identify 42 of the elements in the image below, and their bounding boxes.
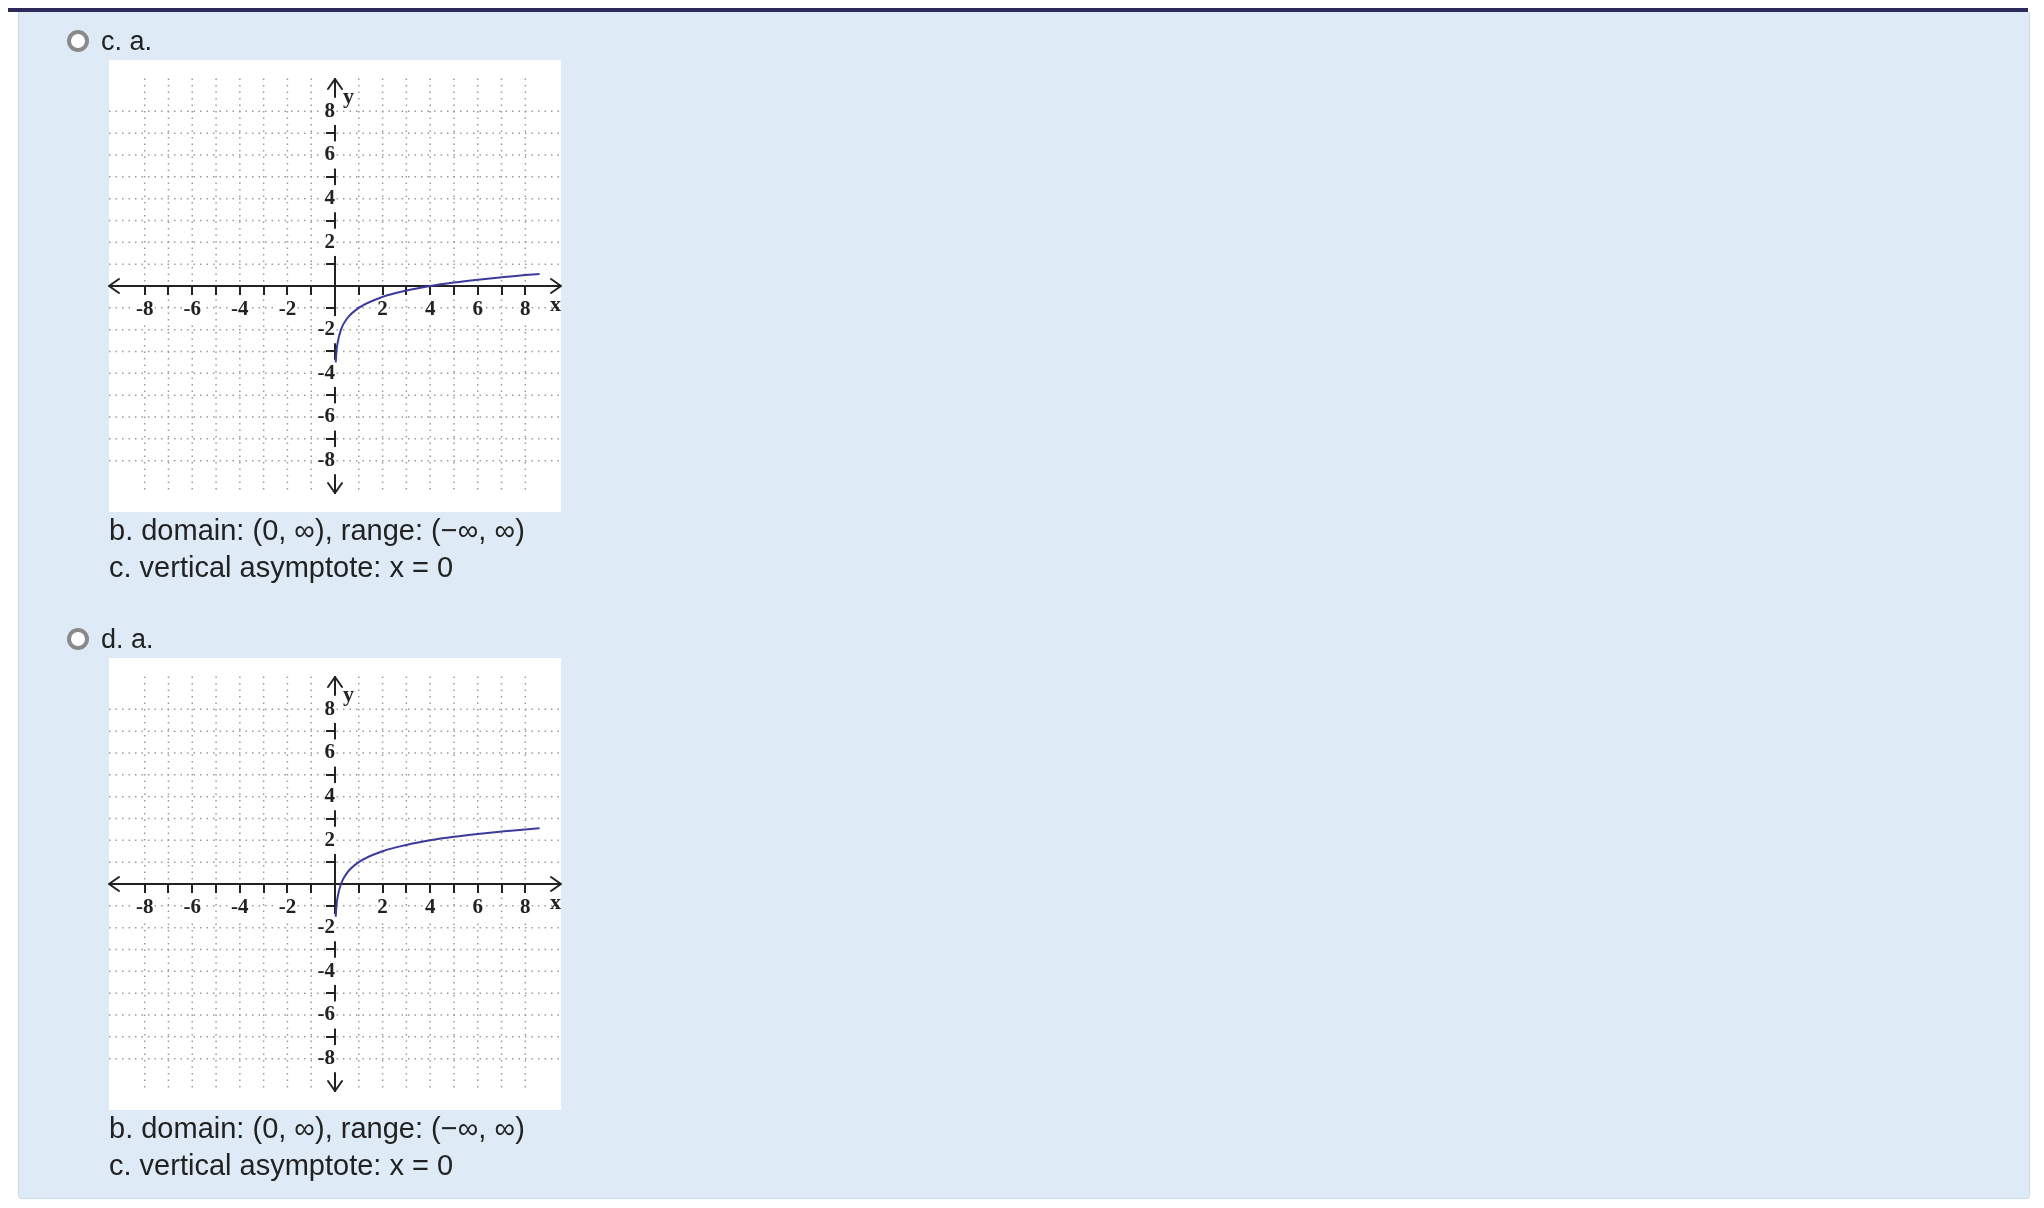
y-tick-label: -6 <box>317 403 335 428</box>
x-tick-label: 2 <box>377 894 388 919</box>
x-tick-label: 8 <box>520 296 531 321</box>
y-tick-label: -4 <box>317 359 336 384</box>
y-tick-label: -2 <box>317 316 335 341</box>
y-tick-label: -2 <box>317 914 335 939</box>
text: b. domain: (0, ∞), range: (−∞, ∞) <box>109 1111 526 1146</box>
y-tick-label: 4 <box>324 185 336 210</box>
y-tick-label: -8 <box>317 1045 335 1070</box>
y-tick-label: -4 <box>317 957 336 982</box>
y-tick-label: 8 <box>324 97 335 122</box>
x-tick-label: -4 <box>231 894 250 919</box>
x-tick-label: -8 <box>135 296 154 321</box>
y-tick-label: 8 <box>324 695 335 720</box>
y-tick-label: 4 <box>324 783 336 808</box>
x-tick-label: -2 <box>278 296 297 321</box>
x-tick-label: 4 <box>424 894 436 919</box>
x-axis-title: x <box>550 888 561 914</box>
x-tick-label: -2 <box>278 894 297 919</box>
x-tick-label: -8 <box>135 894 154 919</box>
x-tick-label: -6 <box>183 296 202 321</box>
text: c. vertical asymptote: x = 0 <box>109 1148 455 1183</box>
y-tick-label: 6 <box>324 739 335 764</box>
x-tick-label: -4 <box>231 296 250 321</box>
text: c. vertical asymptote: x = 0 <box>109 550 455 585</box>
y-axis-title: y <box>343 83 354 109</box>
x-tick-label: 4 <box>424 296 436 321</box>
text: b. domain: (0, ∞), range: (−∞, ∞) <box>109 513 526 548</box>
y-tick-label: -6 <box>317 1001 335 1026</box>
y-tick-label: -8 <box>317 447 335 472</box>
y-axis-title: y <box>343 681 354 707</box>
x-tick-label: 2 <box>377 296 388 321</box>
x-tick-label: 6 <box>472 296 483 321</box>
x-tick-label: 6 <box>472 894 483 919</box>
y-tick-label: 2 <box>324 826 335 851</box>
x-tick-label: -6 <box>183 894 202 919</box>
chart-title: c. a. <box>101 25 153 57</box>
y-tick-label: 2 <box>324 228 335 253</box>
chart-title: d. a. <box>101 623 154 655</box>
x-axis-title: x <box>550 290 561 316</box>
x-tick-label: 8 <box>520 894 531 919</box>
y-tick-label: 6 <box>324 141 335 166</box>
